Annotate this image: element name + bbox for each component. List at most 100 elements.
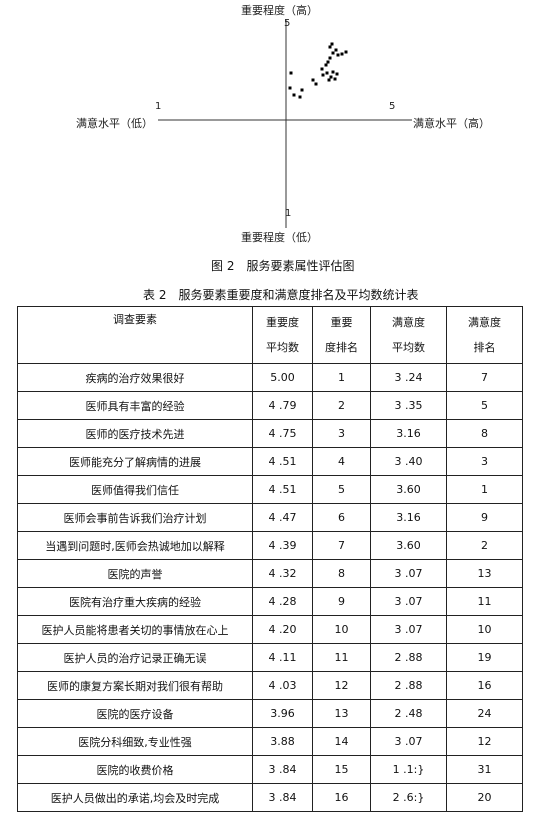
table-row: 医师会事前告诉我们治疗计划 4 .47 6 3.16 9 [17,503,523,532]
row-satisfaction-rank: 20 [446,783,523,812]
y-tick-bottom: 1 [285,208,292,219]
row-importance-rank: 9 [312,587,371,616]
row-importance-rank: 5 [312,475,371,504]
row-item: 医护人员做出的承诺,均会及时完成 [17,783,253,812]
plot-points [288,42,348,99]
row-item: 医院的医疗设备 [17,699,253,728]
table-row: 疾病的治疗效果很好 5.00 1 3 .24 7 [17,363,523,392]
row-satisfaction-average: 2 .88 [370,643,447,672]
row-satisfaction-average: 3.16 [370,419,447,448]
row-importance-average: 4 .47 [252,503,313,532]
row-importance-average: 4 .11 [252,643,313,672]
row-satisfaction-average: 3 .07 [370,727,447,756]
table-row: 医护人员的治疗记录正确无误 4 .11 11 2 .88 19 [17,643,523,672]
row-importance-rank: 10 [312,615,371,644]
table-row: 医院的收费价格 3 .84 15 1 .1:} 31 [17,755,523,784]
x-axis-left-label: 满意水平（低） [76,117,153,130]
plot-point [300,88,304,92]
header-satisfaction-rank: 满意度 排名 [446,306,523,364]
row-item: 医师值得我们信任 [17,475,253,504]
plot-point [328,45,332,49]
row-item: 医院分科细致,专业性强 [17,727,253,756]
plot-point [314,82,318,86]
plot-point [320,67,324,71]
row-satisfaction-average: 3.16 [370,503,447,532]
row-satisfaction-average: 2 .6:} [370,783,447,812]
table-row: 医师值得我们信任 4 .51 5 3.60 1 [17,475,523,504]
row-satisfaction-rank: 3 [446,447,523,476]
row-importance-average: 4 .51 [252,447,313,476]
row-satisfaction-rank: 11 [446,587,523,616]
row-satisfaction-rank: 16 [446,671,523,700]
plot-point [298,95,302,99]
plot-point [329,75,333,79]
table-row: 医护人员能将患者关切的事情放在心上 4 .20 10 3 .07 10 [17,615,523,644]
plot-point [321,73,325,77]
plot-point [324,63,328,67]
row-item: 医护人员能将患者关切的事情放在心上 [17,615,253,644]
row-item: 医院的声誉 [17,559,253,588]
row-importance-rank: 13 [312,699,371,728]
row-importance-average: 4 .79 [252,391,313,420]
plot-point [327,78,331,82]
table-row: 医院分科细致,专业性强 3.88 14 3 .07 12 [17,727,523,756]
plot-point [328,56,332,60]
statistics-table: 调查要素 重要度 平均数 重要 度排名 满意度 平均数 满意度 排名 疾病的治疗效果很好… [17,306,523,812]
row-satisfaction-average: 3 .35 [370,391,447,420]
plot-point [333,77,337,81]
row-satisfaction-average: 3 .24 [370,363,447,392]
row-importance-average: 4 .28 [252,587,313,616]
row-importance-rank: 8 [312,559,371,588]
table-row: 医院的医疗设备 3.96 13 2 .48 24 [17,699,523,728]
plot-point [334,48,338,52]
plot-point [335,72,339,76]
row-satisfaction-rank: 8 [446,419,523,448]
table-row: 医师具有丰富的经验 4 .79 2 3 .35 5 [17,391,523,420]
plot-point [331,70,335,74]
row-satisfaction-average: 1 .1:} [370,755,447,784]
table-header-row: 调查要素 重要度 平均数 重要 度排名 满意度 平均数 满意度 排名 [17,306,523,364]
plot-point [340,52,344,56]
plot-point [344,50,348,54]
row-item: 当遇到问题时,医师会热诚地加以解释 [17,531,253,560]
row-importance-average: 3.96 [252,699,313,728]
row-satisfaction-average: 3 .40 [370,447,447,476]
row-satisfaction-rank: 2 [446,531,523,560]
row-satisfaction-average: 3 .07 [370,587,447,616]
row-satisfaction-rank: 9 [446,503,523,532]
row-importance-rank: 7 [312,531,371,560]
header-importance-rank: 重要 度排名 [312,306,371,364]
figure-caption: 图 2 服务要素属性评估图 [211,259,355,273]
row-importance-rank: 14 [312,727,371,756]
row-satisfaction-rank: 31 [446,755,523,784]
row-importance-rank: 15 [312,755,371,784]
row-importance-average: 5.00 [252,363,313,392]
plot-point [336,53,340,57]
row-importance-average: 3 .84 [252,755,313,784]
row-item: 医师的康复方案长期对我们很有帮助 [17,671,253,700]
table-row: 医院的声誉 4 .32 8 3 .07 13 [17,559,523,588]
row-importance-average: 4 .03 [252,671,313,700]
table-row: 当遇到问题时,医师会热诚地加以解释 4 .39 7 3.60 2 [17,531,523,560]
x-tick-left: 1 [155,101,162,112]
row-satisfaction-rank: 5 [446,391,523,420]
row-item: 医师能充分了解病情的进展 [17,447,253,476]
row-importance-average: 3.88 [252,727,313,756]
y-axis-top-label: 重要程度（高） [241,4,318,17]
row-satisfaction-rank: 24 [446,699,523,728]
plot-point [325,71,329,75]
y-tick-top: 5 [284,18,291,29]
table-row: 医护人员做出的承诺,均会及时完成 3 .84 16 2 .6:} 20 [17,783,523,812]
row-satisfaction-rank: 12 [446,727,523,756]
x-tick-right: 5 [389,101,396,112]
row-importance-rank: 6 [312,503,371,532]
row-importance-average: 3 .84 [252,783,313,812]
plot-point [331,51,335,55]
plot-point [330,42,334,46]
service-attribute-quadrant-figure: 重要程度（高） 5 1 5 满意水平（低） 满意水平（高） 1 重要程度（低） [0,0,543,250]
row-satisfaction-rank: 19 [446,643,523,672]
row-importance-rank: 11 [312,643,371,672]
row-item: 医师的医疗技术先进 [17,419,253,448]
row-satisfaction-average: 3 .07 [370,559,447,588]
header-importance-average: 重要度 平均数 [252,306,313,364]
